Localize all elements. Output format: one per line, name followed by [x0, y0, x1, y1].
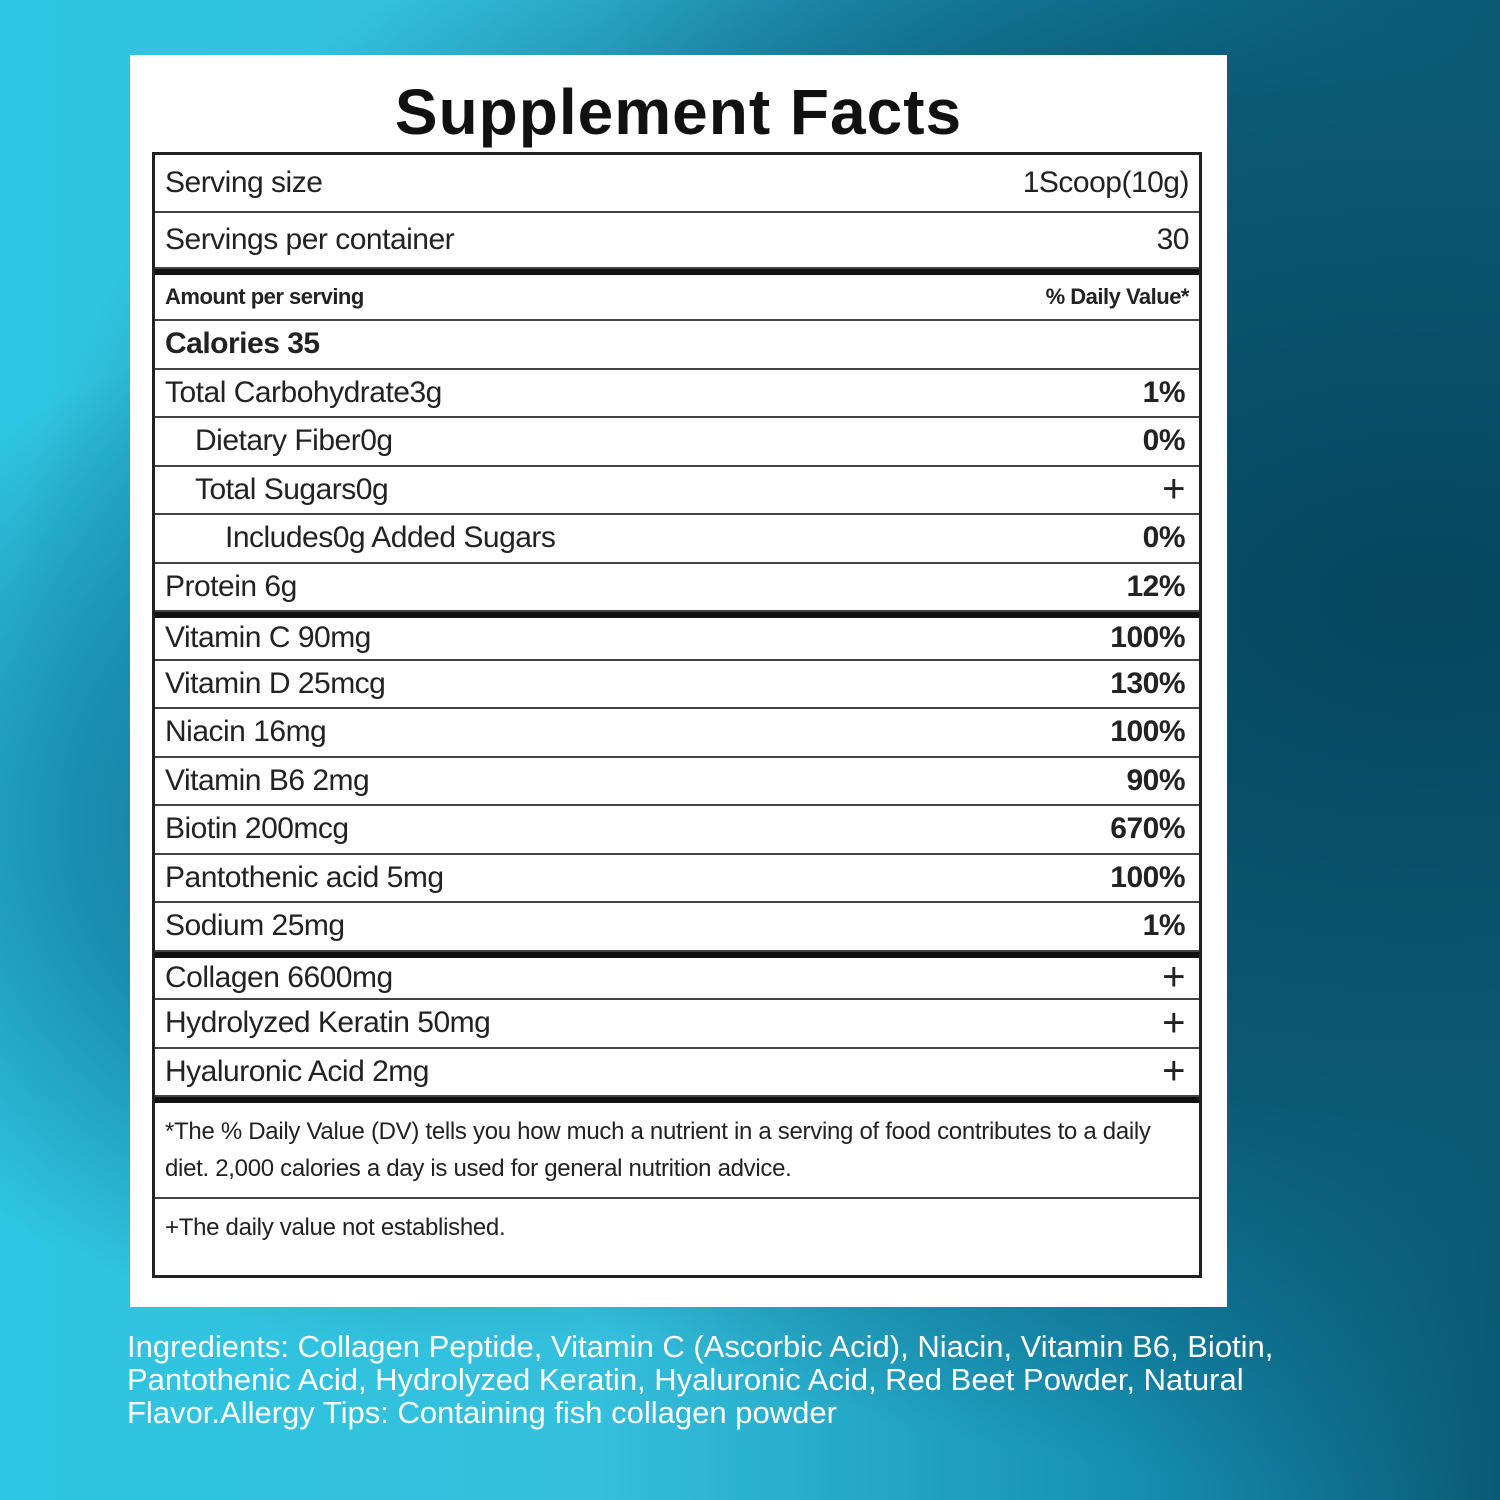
footnote: *The % Daily Value (DV) tells you how mu…: [155, 1097, 1199, 1199]
amount-header: Amount per serving: [165, 284, 364, 309]
nutrient-row: Pantothenic acid 5mg 100%: [155, 855, 1199, 903]
daily-value-header: % Daily Value*: [1045, 284, 1190, 309]
nutrient-name: Dietary Fiber0g: [195, 424, 393, 458]
nutrient-row: Total Sugars0g +: [155, 467, 1199, 515]
daily-value: 670%: [1110, 812, 1185, 846]
daily-value: 100%: [1110, 715, 1185, 749]
daily-value: 90%: [1126, 763, 1185, 797]
daily-value: +: [1162, 1000, 1185, 1045]
daily-value: 0%: [1142, 424, 1186, 458]
daily-value: 0%: [1142, 521, 1186, 555]
daily-value: 1%: [1142, 375, 1186, 409]
serving-label: Serving size: [165, 166, 323, 199]
nutrient-row: Vitamin B6 2mg 90%: [155, 758, 1199, 806]
daily-value: 100%: [1110, 621, 1185, 655]
ingredients: Ingredients: Collagen Peptide, Vitamin C…: [127, 1329, 1274, 1430]
nutrient-name: Includes0g Added Sugars: [225, 521, 556, 555]
nutrient-row: Total Carbohydrate3g 1%: [155, 370, 1199, 418]
daily-value: 1%: [1142, 909, 1186, 943]
nutrient-name: Calories 35: [165, 327, 320, 361]
nutrient-row: Protein 6g 12%: [155, 564, 1199, 612]
nutrient-row: Includes0g Added Sugars 0%: [155, 515, 1199, 564]
nutrient-row: Sodium 25mg 1%: [155, 903, 1199, 952]
nutrient-row: Vitamin C 90mg 100%: [155, 612, 1199, 661]
nutrient-name: Total Sugars0g: [195, 472, 389, 506]
nutrient-name: Sodium 25mg: [165, 909, 345, 943]
nutrient-name: Vitamin D 25mcg: [165, 666, 386, 700]
nutrient-name: Hydrolyzed Keratin 50mg: [165, 1006, 491, 1040]
serving-value: 30: [1156, 223, 1190, 256]
nutrient-row: Dietary Fiber0g 0%: [155, 418, 1199, 467]
nutrient-name: Protein 6g: [165, 569, 297, 603]
nutrient-row: Calories 35: [155, 321, 1199, 370]
nutrient-name: Collagen 6600mg: [165, 960, 393, 994]
nutrient-row: Niacin 16mg 100%: [155, 709, 1199, 758]
nutrient-name: Biotin 200mcg: [165, 812, 349, 846]
nutrient-name: Pantothenic acid 5mg: [165, 860, 444, 894]
nutrient-row: Collagen 6600mg +: [155, 951, 1199, 1000]
daily-value: 130%: [1110, 666, 1185, 700]
nutrient-row: Hyaluronic Acid 2mg +: [155, 1049, 1199, 1097]
serving-row: Servings per container 30: [155, 213, 1199, 269]
daily-value: +: [1162, 467, 1185, 512]
nutrient-row: Vitamin D 25mcg 130%: [155, 661, 1199, 709]
serving-value: 1Scoop(10g): [1022, 166, 1190, 199]
title: Supplement Facts: [394, 76, 963, 148]
daily-value: 100%: [1110, 860, 1185, 894]
nutrient-name: Niacin 16mg: [165, 715, 327, 749]
nutrient-name: Vitamin B6 2mg: [165, 763, 370, 797]
nutrient-row: Biotin 200mcg 670%: [155, 806, 1199, 855]
daily-value: +: [1162, 955, 1185, 1000]
footnote: +The daily value not established.: [165, 1214, 506, 1241]
nutrient-name: Hyaluronic Acid 2mg: [165, 1054, 429, 1088]
daily-value: 12%: [1126, 569, 1185, 603]
serving-row: Serving size 1Scoop(10g): [155, 155, 1199, 213]
header-row: Amount per serving % Daily Value*: [155, 269, 1199, 321]
nutrient-row: Hydrolyzed Keratin 50mg +: [155, 1000, 1199, 1049]
nutrient-name: Total Carbohydrate3g: [165, 375, 442, 409]
serving-label: Servings per container: [165, 223, 455, 256]
facts-table: Serving size 1Scoop(10g) Servings per cont…: [152, 152, 1202, 1278]
nutrient-name: Vitamin C 90mg: [165, 621, 371, 655]
daily-value: +: [1162, 1049, 1185, 1094]
supplement-panel: Supplement Facts Serving size 1Scoop(10g)…: [130, 55, 1227, 1307]
